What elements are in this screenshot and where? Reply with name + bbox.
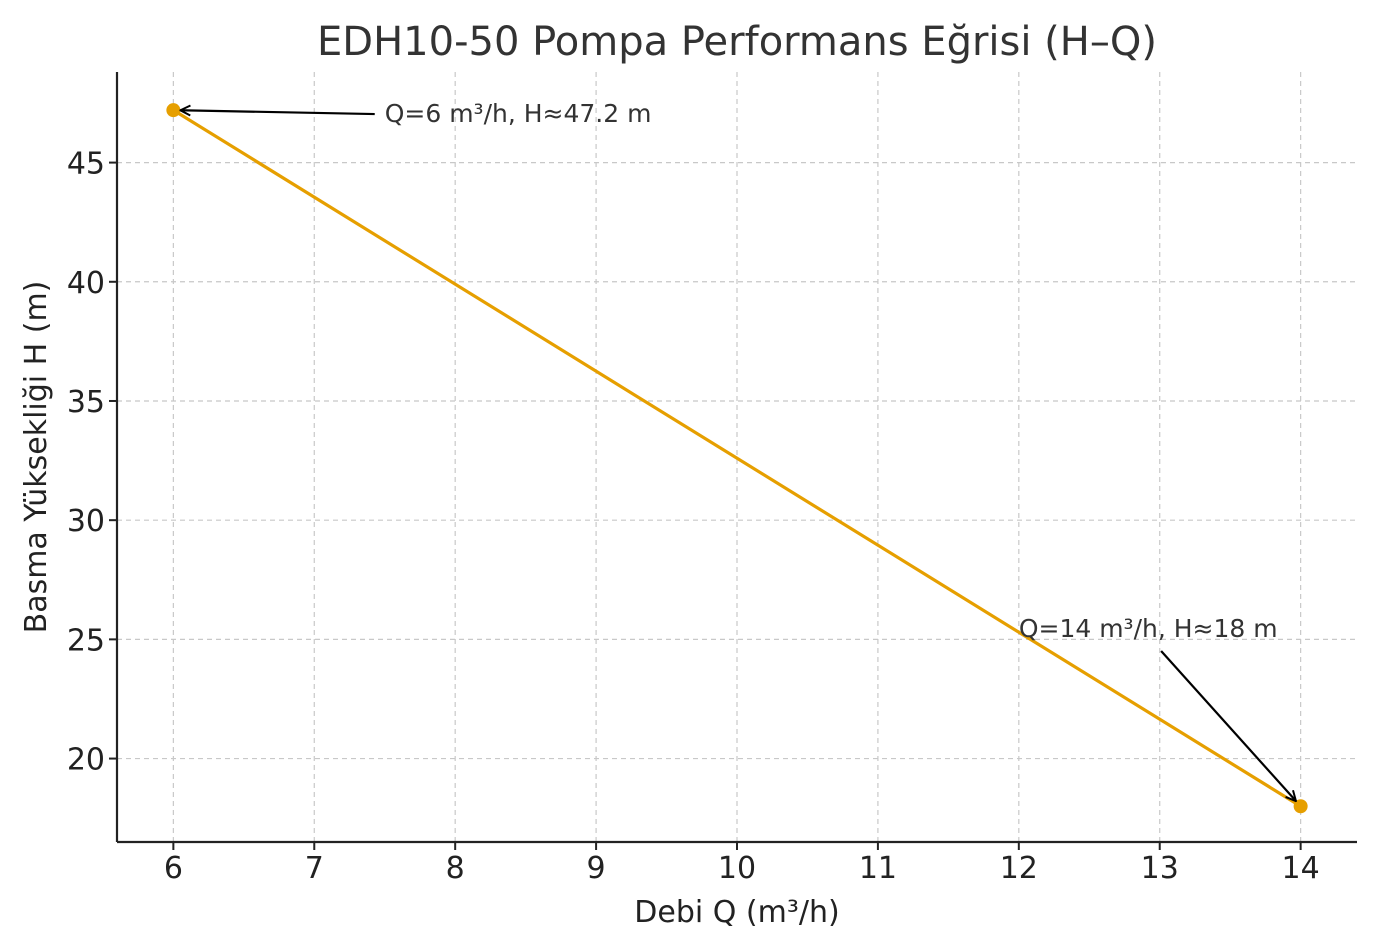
series-layer: [166, 103, 1308, 814]
x-axis-label: Debi Q (m³/h): [634, 895, 839, 930]
y-tick-label: 20: [67, 743, 105, 778]
y-tick-label: 40: [67, 266, 105, 301]
x-tick-label: 11: [859, 851, 897, 886]
annotation-arrow: [180, 110, 375, 114]
y-tick-label: 30: [67, 504, 105, 539]
chart-title: EDH10-50 Pompa Performans Eğrisi (H–Q): [317, 19, 1157, 65]
y-tick-label: 45: [67, 147, 105, 182]
x-tick-label: 6: [164, 851, 183, 886]
data-point: [1293, 799, 1308, 814]
annotation-label: Q=14 m³/h, H≈18 m: [1019, 614, 1278, 643]
x-tick-label: 12: [1000, 851, 1038, 886]
x-tick-label: 14: [1282, 851, 1320, 886]
y-axis-label: Basma Yüksekliği H (m): [19, 281, 54, 634]
grid: [117, 72, 1357, 842]
x-tick-label: 8: [446, 851, 465, 886]
x-tick-label: 13: [1141, 851, 1179, 886]
axis-ticks: 6 7 8 9 10 11 12 13 14 20 25 30 35 40 45: [67, 147, 1320, 886]
x-tick-label: 9: [587, 851, 606, 886]
annotations: Q=6 m³/h, H≈47.2 m Q=14 m³/h, H≈18 m: [180, 99, 1296, 801]
series-line: [171, 108, 1303, 808]
x-tick-label: 7: [305, 851, 324, 886]
data-point: [166, 103, 181, 118]
x-tick-label: 10: [718, 851, 756, 886]
y-tick-label: 35: [67, 385, 105, 420]
y-tick-label: 25: [67, 623, 105, 658]
annotation-label: Q=6 m³/h, H≈47.2 m: [385, 99, 652, 128]
annotation-arrow: [1160, 650, 1296, 801]
